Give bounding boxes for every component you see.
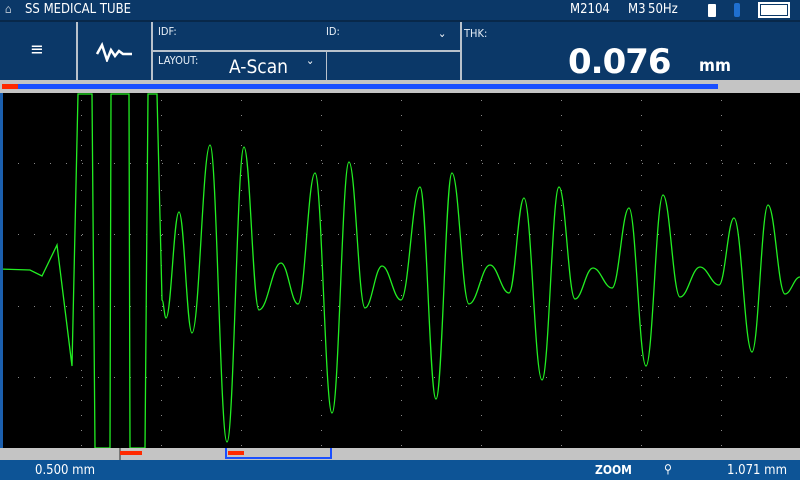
layout-label: LAYOUT:: [158, 54, 199, 67]
divider: [460, 22, 462, 80]
thk-label: THK:: [464, 27, 488, 40]
a-scan-svg: [0, 93, 800, 449]
gate-bar[interactable]: [0, 448, 800, 460]
waveform-button[interactable]: [78, 22, 152, 80]
grid: [18, 100, 787, 446]
gate1-marker[interactable]: [120, 451, 142, 455]
waveform-icon: [96, 42, 132, 62]
a-scan-trace: [0, 93, 800, 449]
layout-value: A-Scan: [229, 56, 289, 78]
rate-label: 50Hz: [648, 2, 678, 17]
usb-icon: [708, 4, 716, 17]
header: ≡ IDF: ID: ⌄ LAYOUT: A-Scan ⌄ THK: 0.076…: [0, 20, 800, 82]
range-start-marker[interactable]: [2, 84, 18, 89]
title-bar: ⌂ SS MEDICAL TUBE M2104 M3 50Hz: [0, 0, 800, 20]
gate2-bracket[interactable]: [225, 448, 332, 459]
model-label: M2104: [570, 2, 610, 17]
a-scan-plot: [0, 93, 800, 449]
footer: 0.500 mm ZOOM ⚲ 1.071 mm: [0, 460, 800, 480]
id-label: ID:: [326, 25, 340, 38]
thickness-value: 0.076: [568, 42, 672, 82]
gate2-marker[interactable]: [228, 451, 244, 455]
divider: [76, 22, 78, 80]
range-start-value: 0.500 mm: [35, 463, 95, 478]
idf-label: IDF:: [158, 25, 177, 38]
range-window[interactable]: [18, 84, 718, 89]
menu-button[interactable]: ≡: [0, 22, 76, 80]
battery-icon: [758, 2, 790, 18]
range-end-value: 1.071 mm: [727, 463, 787, 478]
chevron-down-icon: ⌄: [438, 27, 447, 40]
divider: [326, 52, 327, 80]
thickness-unit: mm: [699, 56, 731, 76]
id-dropdown[interactable]: ID: ⌄: [320, 22, 460, 50]
zoom-button[interactable]: ZOOM: [595, 463, 632, 477]
range-bar[interactable]: [0, 80, 800, 93]
home-icon[interactable]: ⌂: [5, 2, 12, 16]
hamburger-icon: ≡: [30, 39, 44, 60]
mode-label: M3: [628, 2, 646, 17]
power-plug-icon: [734, 3, 740, 17]
app-title: SS MEDICAL TUBE: [25, 2, 132, 17]
layout-dropdown[interactable]: A-Scan ⌄: [222, 52, 326, 80]
magnifier-icon[interactable]: ⚲: [664, 462, 672, 476]
chevron-down-icon: ⌄: [306, 54, 315, 67]
divider: [151, 50, 461, 52]
